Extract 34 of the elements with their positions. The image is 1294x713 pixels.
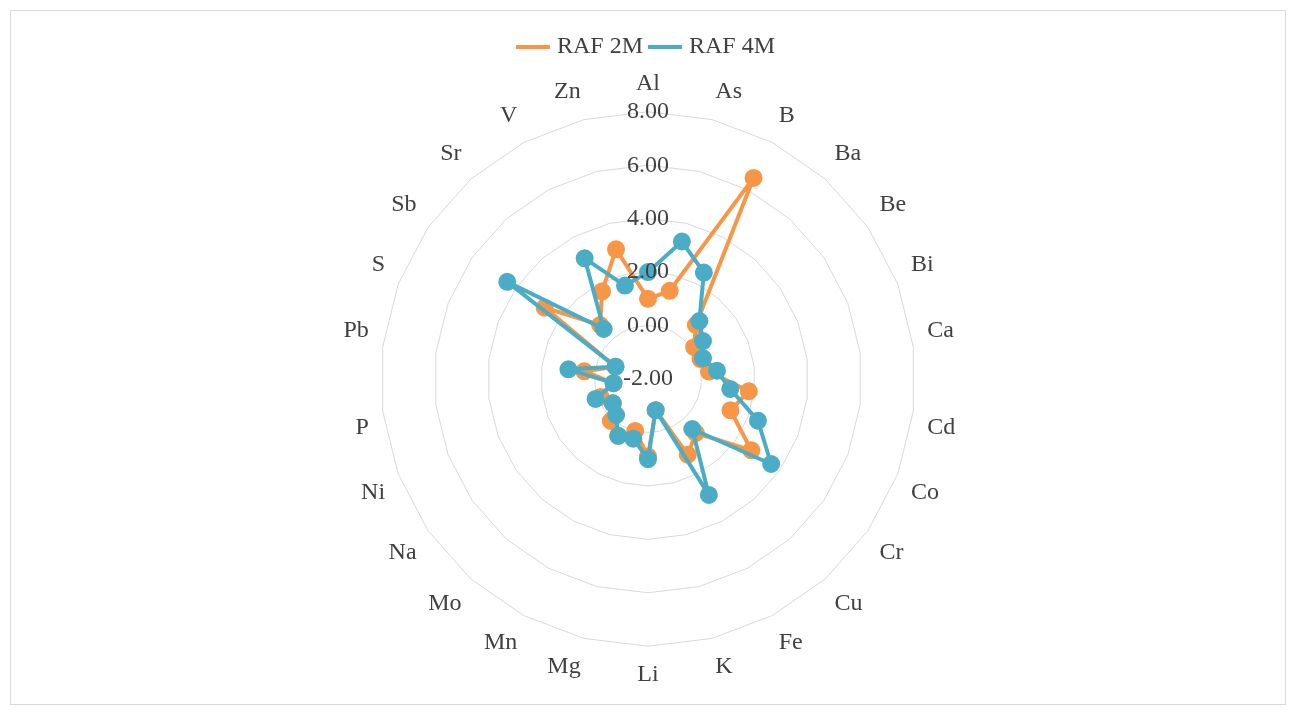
spoke-label: Cd bbox=[927, 412, 956, 439]
spoke-label: Na bbox=[388, 538, 417, 565]
spoke-label: Bi bbox=[910, 250, 934, 277]
spoke-label: Al bbox=[636, 68, 661, 95]
spoke-label: Sb bbox=[391, 190, 417, 217]
spoke-label: Co bbox=[910, 478, 939, 505]
spoke-label: Zn bbox=[554, 76, 581, 103]
y-tick-label: 4.00 bbox=[627, 203, 669, 230]
spoke-label: K bbox=[715, 651, 734, 678]
legend-label: RAF 4M bbox=[689, 32, 776, 59]
spoke-label: V bbox=[499, 100, 518, 127]
legend-label: RAF 2M bbox=[556, 32, 643, 59]
spoke-label: B bbox=[778, 100, 795, 127]
spoke-label: P bbox=[355, 412, 369, 439]
spoke-label: Sr bbox=[440, 139, 462, 166]
spoke-label: Li bbox=[637, 659, 659, 686]
spoke-label: Ca bbox=[927, 316, 955, 342]
spoke-label: Fe bbox=[778, 627, 803, 654]
spoke-label: Mg bbox=[547, 651, 581, 678]
spoke-label: Ba bbox=[834, 139, 862, 166]
spoke-label: Be bbox=[879, 190, 907, 217]
spoke-label: Cr bbox=[879, 538, 904, 565]
y-tick-label: 6.00 bbox=[627, 150, 669, 177]
spoke-label: Mo bbox=[428, 589, 462, 616]
y-tick-label: -2.00 bbox=[623, 364, 673, 391]
y-tick-label: 2.00 bbox=[627, 257, 669, 284]
spoke-label: S bbox=[371, 250, 386, 277]
spoke-label: Pb bbox=[343, 316, 369, 342]
y-tick-label: 8.00 bbox=[627, 97, 669, 124]
spoke-label: Mn bbox=[483, 627, 518, 654]
spoke-label: Ni bbox=[361, 478, 386, 505]
spoke-label: Cu bbox=[834, 589, 863, 616]
y-tick-label: 0.00 bbox=[627, 310, 669, 337]
spoke-label: As bbox=[715, 76, 742, 103]
